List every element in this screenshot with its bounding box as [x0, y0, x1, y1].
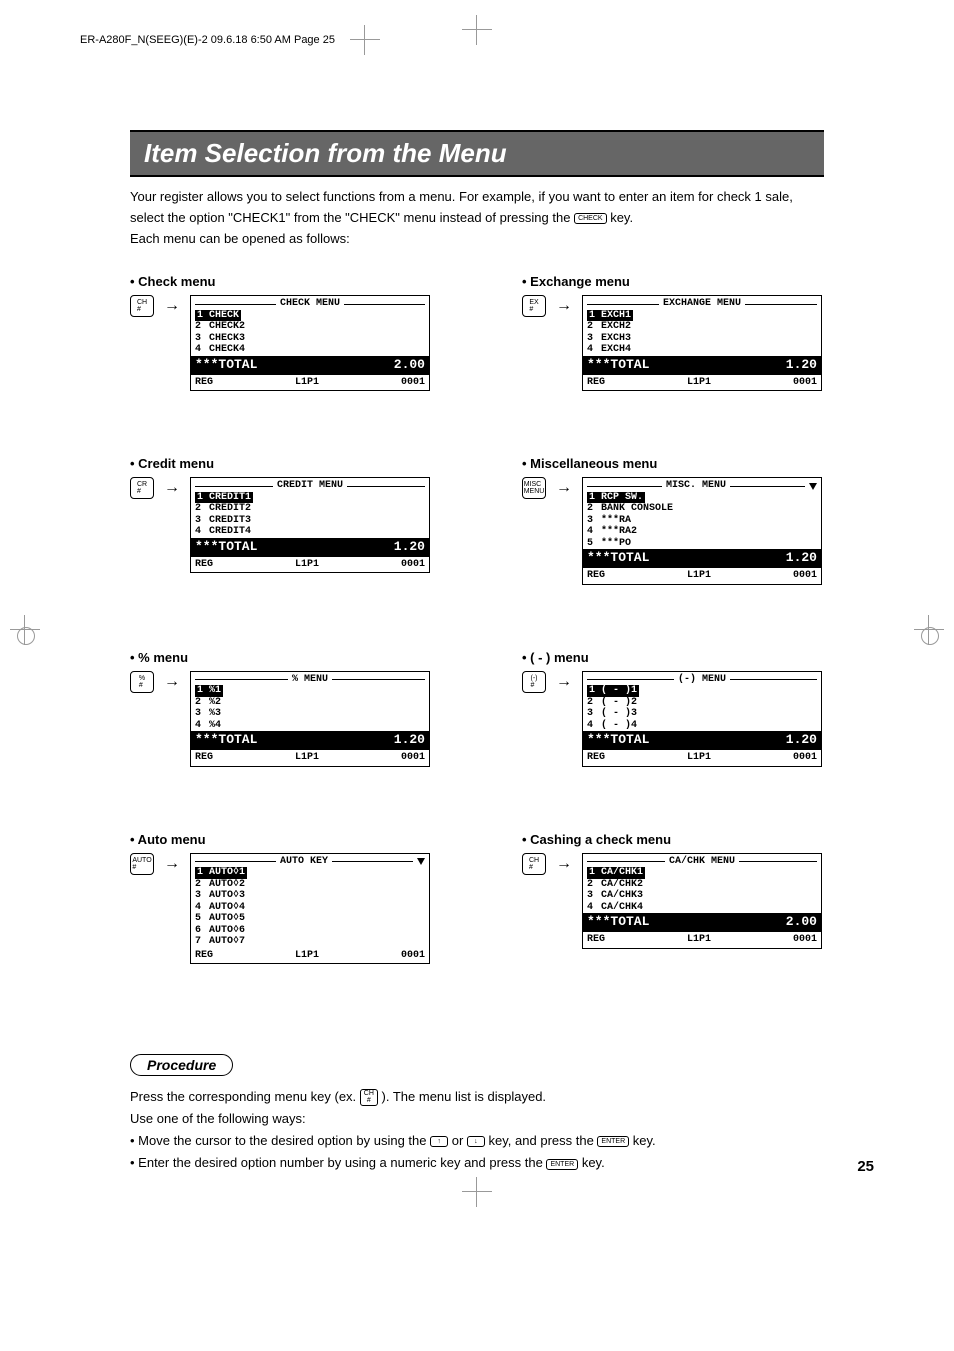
menu-label: • ( - ) menu — [522, 650, 874, 665]
menu-block: • Credit menu CR# → CREDIT MENU 1 CREDIT… — [130, 456, 482, 573]
menu-block: • Exchange menu EX# → EXCHANGE MENU 1 EX… — [522, 274, 874, 391]
menu-key-icon: CR# — [130, 477, 154, 499]
menu-key-icon: AUTO# — [130, 853, 154, 875]
menu-label: • % menu — [130, 650, 482, 665]
page-number: 25 — [857, 1158, 874, 1175]
up-key-icon: ↑ — [430, 1136, 448, 1147]
menu-label: • Auto menu — [130, 832, 482, 847]
lcd-display: EXCHANGE MENU 1 EXCH12EXCH23EXCH34EXCH4 … — [582, 295, 822, 391]
intro-text: Your register allows you to select funct… — [130, 189, 793, 225]
menu-key-icon: MISCMENU — [522, 477, 546, 499]
arrow-icon: → — [164, 855, 180, 873]
intro-text: Each menu can be opened as follows: — [130, 231, 350, 246]
arrow-icon: → — [556, 479, 572, 497]
menu-block: • Auto menu AUTO# → AUTO KEY 1 AUTO◊12AU… — [130, 832, 482, 965]
enter-key-icon: ENTER — [546, 1159, 578, 1170]
lcd-display: CA/CHK MENU 1 CA/CHK12CA/CHK23CA/CHK34CA… — [582, 853, 822, 949]
lcd-display: CREDIT MENU 1 CREDIT12CREDIT23CREDIT34CR… — [190, 477, 430, 573]
menu-label: • Credit menu — [130, 456, 482, 471]
registration-mark — [10, 620, 40, 640]
intro-text: key. — [610, 210, 633, 225]
registration-mark — [914, 620, 944, 640]
menu-key-icon: CH# — [522, 853, 546, 875]
registration-mark — [462, 20, 492, 40]
lcd-display: AUTO KEY 1 AUTO◊12AUTO◊23AUTO◊34AUTO◊45A… — [190, 853, 430, 965]
ch-key-icon: CH# — [360, 1089, 378, 1106]
menu-label: • Cashing a check menu — [522, 832, 874, 847]
arrow-icon: → — [556, 297, 572, 315]
procedure-body: Press the corresponding menu key (ex. CH… — [130, 1086, 824, 1174]
menu-key-icon: CH# — [130, 295, 154, 317]
menu-block: • % menu %# → % MENU 1 %12%23%34%4 ***TO… — [130, 650, 482, 767]
lcd-display: CHECK MENU 1 CHECK2CHECK23CHECK34CHECK4 … — [190, 295, 430, 391]
intro-paragraph: Your register allows you to select funct… — [130, 187, 824, 249]
menu-key-icon: EX# — [522, 295, 546, 317]
menu-label: • Exchange menu — [522, 274, 874, 289]
enter-key-icon: ENTER — [597, 1136, 629, 1147]
lcd-display: (-) MENU 1 ( - )12( - )23( - )34( - )4 *… — [582, 671, 822, 767]
registration-mark — [350, 30, 380, 50]
arrow-icon: → — [164, 673, 180, 691]
check-key-icon: CHECK — [574, 213, 607, 224]
down-key-icon: ↓ — [467, 1136, 485, 1147]
menu-block: • Check menu CH# → CHECK MENU 1 CHECK2CH… — [130, 274, 482, 391]
header-text: ER-A280F_N(SEEG)(E)-2 09.6.18 6:50 AM Pa… — [80, 34, 335, 46]
arrow-icon: → — [164, 297, 180, 315]
menu-label: • Check menu — [130, 274, 482, 289]
menu-block: • Cashing a check menu CH# → CA/CHK MENU… — [522, 832, 874, 949]
arrow-icon: → — [164, 479, 180, 497]
menu-key-icon: (-)# — [522, 671, 546, 693]
menu-key-icon: %# — [130, 671, 154, 693]
menu-block: • ( - ) menu (-)# → (-) MENU 1 ( - )12( … — [522, 650, 874, 767]
arrow-icon: → — [556, 673, 572, 691]
procedure-heading: Procedure — [130, 1054, 233, 1076]
section-title: Item Selection from the Menu — [130, 130, 824, 177]
menu-label: • Miscellaneous menu — [522, 456, 874, 471]
registration-mark — [462, 1182, 492, 1202]
lcd-display: MISC. MENU 1 RCP SW.2BANK CONSOLE3***RA4… — [582, 477, 822, 584]
lcd-display: % MENU 1 %12%23%34%4 ***TOTAL1.20 REGL1P… — [190, 671, 430, 767]
arrow-icon: → — [556, 855, 572, 873]
menu-block: • Miscellaneous menu MISCMENU → MISC. ME… — [522, 456, 874, 584]
